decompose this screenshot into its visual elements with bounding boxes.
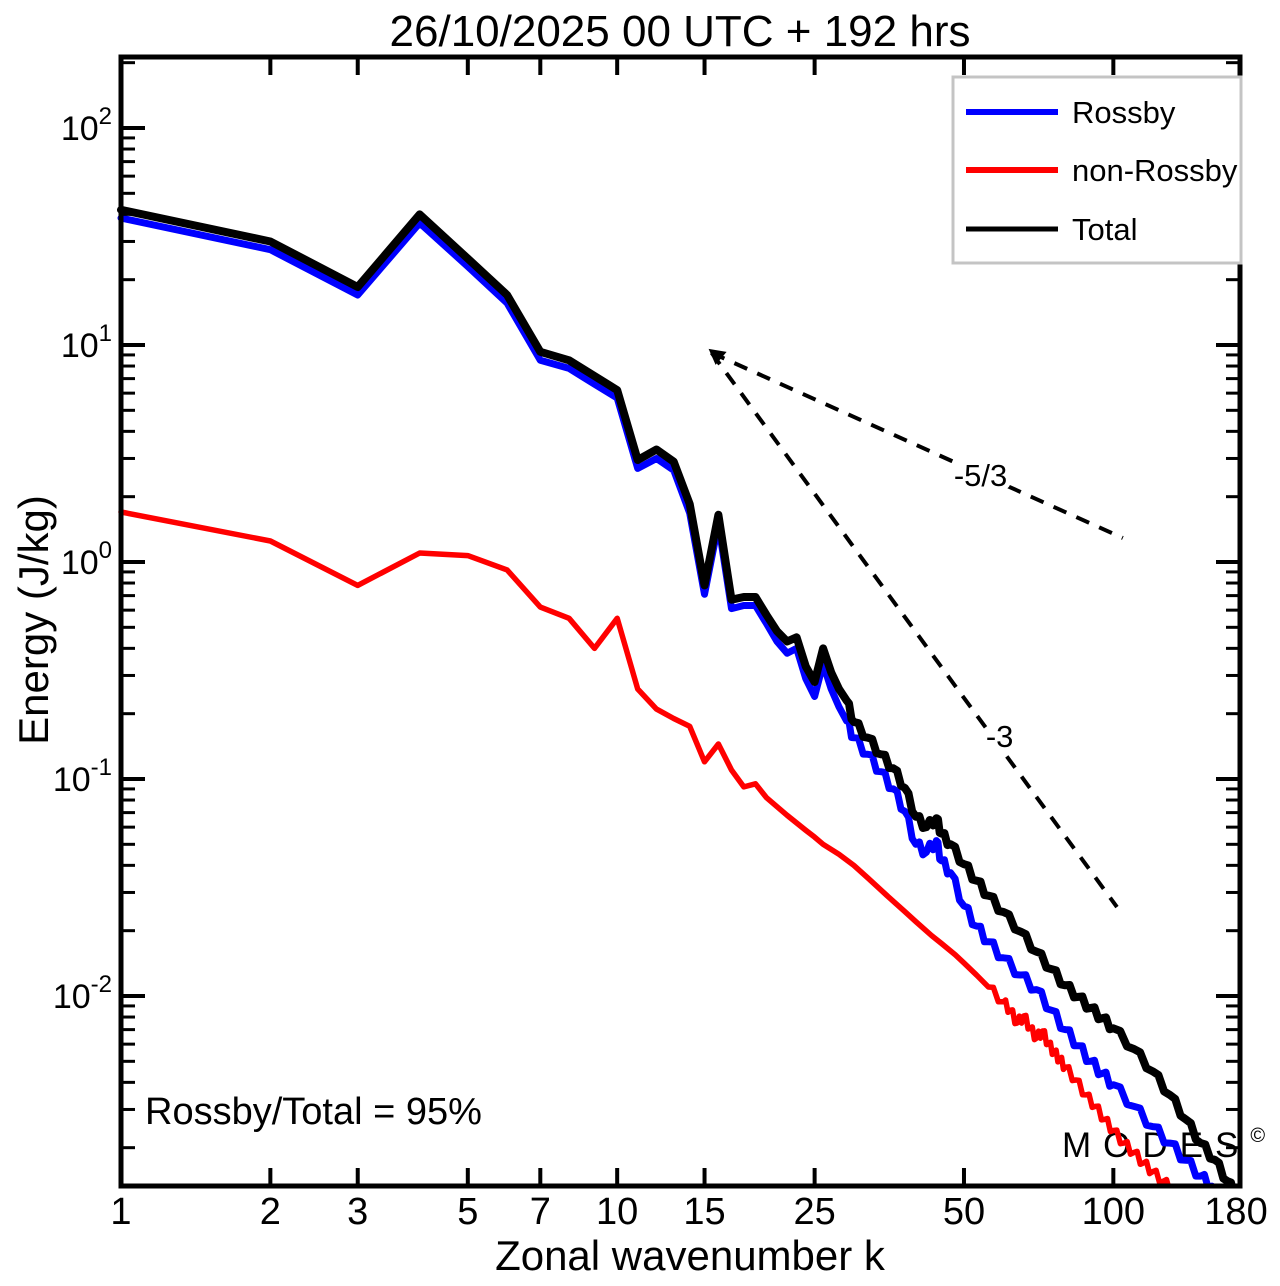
y-tick-label: 100 (61, 537, 112, 582)
legend-label-rossby: Rossby (1072, 95, 1176, 130)
y-tick-label: 101 (61, 320, 112, 365)
legend-line-samples (966, 109, 1058, 232)
slope-reference-line (710, 351, 1124, 540)
x-tick-label: 100 (1082, 1191, 1145, 1233)
x-tick-label: 10 (596, 1191, 638, 1233)
plot-frame (118, 54, 1243, 1189)
slope-label-3: -3 (986, 719, 1014, 754)
non-rossby-curve (118, 509, 1179, 1186)
curves-layer (117, 205, 1236, 1186)
x-tick-label: 3 (347, 1191, 368, 1233)
y-tick-label: 102 (61, 103, 112, 148)
legend-label-non-rossby: non-Rossby (1072, 153, 1238, 188)
slope-label-53: -5/3 (954, 458, 1007, 493)
y-axis-title: Energy (J/kg) (10, 495, 57, 745)
legend-label-total: Total (1072, 212, 1137, 247)
legend: Rossby non-Rossby Total (951, 75, 1243, 265)
axis-ticks (119, 59, 1242, 1184)
y-tick-label: 10-1 (53, 754, 112, 799)
x-tick-label: 5 (457, 1191, 478, 1233)
axis-tick-labels: 1 2 3 5 7 10 15 25 50 100 180 102 101 100 10-1 10-2 (53, 103, 1268, 1233)
x-tick-label: 7 (530, 1191, 551, 1233)
ratio-annotation: Rossby/Total = 95% (145, 1091, 482, 1133)
slope-annotations (708, 348, 1124, 909)
chart-title: 26/10/2025 00 UTC + 192 hrs (390, 7, 971, 56)
rossby-curve (117, 214, 1216, 1186)
x-tick-label: 1 (110, 1191, 131, 1233)
x-tick-label: 15 (683, 1191, 725, 1233)
x-tick-label: 2 (260, 1191, 281, 1233)
x-axis-title: Zonal wavenumber k (495, 1232, 886, 1279)
y-tick-label: 10-2 (53, 971, 112, 1016)
x-tick-label: 180 (1204, 1191, 1267, 1233)
arrowhead-icon (708, 348, 727, 365)
total-curve (117, 205, 1236, 1186)
x-tick-label: 50 (943, 1191, 985, 1233)
x-tick-label: 25 (793, 1191, 835, 1233)
